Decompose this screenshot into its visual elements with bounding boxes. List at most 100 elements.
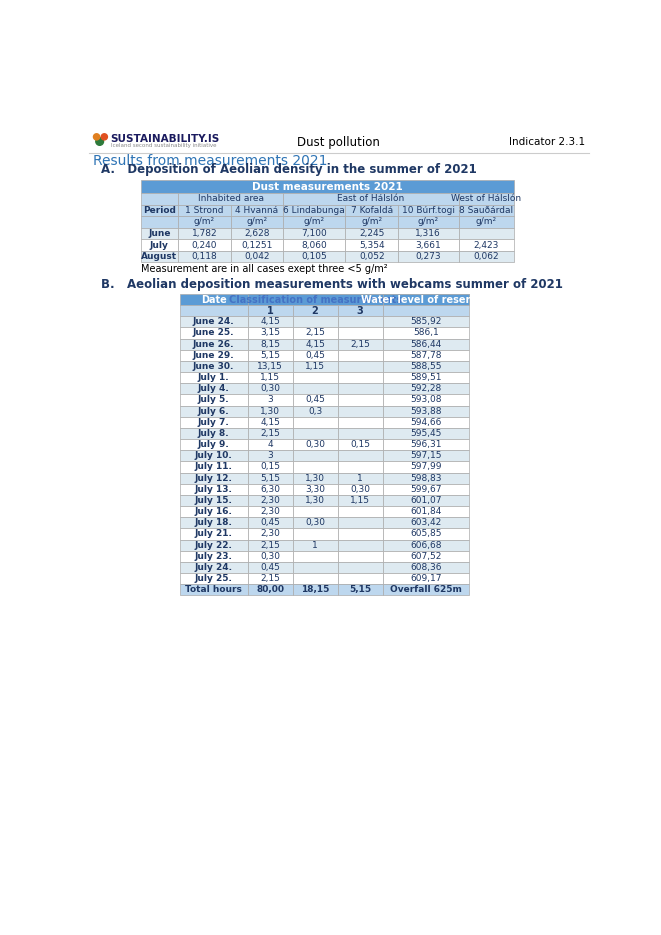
Bar: [180, 461, 248, 472]
Bar: [338, 551, 383, 562]
Text: 2,15: 2,15: [350, 339, 370, 349]
Bar: [178, 205, 231, 216]
Text: July 1.: July 1.: [198, 373, 229, 382]
Text: 2,628: 2,628: [245, 229, 270, 238]
Text: g/m²: g/m²: [476, 218, 497, 226]
Bar: [398, 239, 459, 251]
Bar: [345, 239, 398, 251]
Bar: [293, 316, 338, 327]
Bar: [383, 406, 469, 417]
Bar: [459, 251, 514, 263]
Bar: [338, 417, 383, 428]
Bar: [248, 428, 293, 439]
Text: g/m²: g/m²: [361, 218, 382, 226]
Text: 1,15: 1,15: [260, 373, 280, 382]
Text: July 25.: July 25.: [194, 574, 233, 583]
Bar: [293, 395, 338, 406]
Bar: [383, 506, 469, 517]
Text: 5,15: 5,15: [260, 351, 280, 360]
Text: 2,15: 2,15: [305, 328, 325, 338]
Text: July 6.: July 6.: [198, 407, 229, 416]
Bar: [383, 417, 469, 428]
Bar: [248, 584, 293, 596]
Text: 606,68: 606,68: [410, 540, 442, 550]
Text: 1,782: 1,782: [192, 229, 217, 238]
Text: 2,245: 2,245: [359, 229, 385, 238]
Bar: [248, 451, 293, 461]
Bar: [338, 584, 383, 596]
Bar: [383, 562, 469, 573]
Bar: [383, 383, 469, 395]
Text: West of Hálslón: West of Hálslón: [451, 194, 522, 203]
Circle shape: [96, 137, 104, 145]
Text: August: August: [141, 252, 177, 261]
Text: 8,15: 8,15: [260, 339, 280, 349]
Bar: [383, 361, 469, 372]
Text: 596,31: 596,31: [410, 440, 442, 449]
Text: 1,30: 1,30: [260, 407, 280, 416]
Bar: [141, 216, 178, 228]
Bar: [180, 584, 248, 596]
Bar: [248, 305, 293, 316]
Text: 1,30: 1,30: [305, 496, 325, 505]
Bar: [383, 551, 469, 562]
Bar: [293, 439, 338, 451]
Bar: [180, 506, 248, 517]
Bar: [383, 495, 469, 506]
Bar: [248, 472, 293, 483]
Bar: [231, 205, 284, 216]
Bar: [293, 428, 338, 439]
Bar: [231, 228, 284, 239]
Bar: [284, 251, 345, 263]
Text: June 29.: June 29.: [193, 351, 235, 360]
Text: 603,42: 603,42: [410, 518, 442, 527]
Text: 0,30: 0,30: [350, 485, 370, 494]
Text: East of Hálslón: East of Hálslón: [337, 194, 405, 203]
Text: July 4.: July 4.: [198, 384, 229, 394]
Bar: [180, 551, 248, 562]
Bar: [180, 372, 248, 383]
Text: Indicator 2.3.1: Indicator 2.3.1: [509, 137, 585, 147]
Text: 2,30: 2,30: [260, 496, 280, 505]
Bar: [293, 305, 338, 316]
Bar: [178, 216, 231, 228]
Text: 0,052: 0,052: [359, 252, 385, 261]
Text: 1,15: 1,15: [305, 362, 325, 371]
Bar: [248, 495, 293, 506]
Text: 2,15: 2,15: [260, 574, 280, 583]
Text: 0,15: 0,15: [350, 440, 370, 449]
Bar: [345, 228, 398, 239]
Text: 605,85: 605,85: [410, 529, 442, 539]
Bar: [180, 562, 248, 573]
Bar: [338, 495, 383, 506]
Bar: [284, 239, 345, 251]
Bar: [180, 539, 248, 551]
Bar: [338, 395, 383, 406]
Text: 601,84: 601,84: [410, 507, 442, 516]
Text: 3,15: 3,15: [260, 328, 280, 338]
Text: 2,30: 2,30: [260, 507, 280, 516]
Bar: [180, 406, 248, 417]
Text: 597,99: 597,99: [410, 463, 442, 471]
Text: 586,44: 586,44: [410, 339, 442, 349]
Bar: [383, 461, 469, 472]
Bar: [338, 361, 383, 372]
Text: June 24.: June 24.: [193, 317, 235, 326]
Text: 597,15: 597,15: [410, 452, 442, 460]
Bar: [248, 294, 383, 305]
Bar: [248, 361, 293, 372]
Text: 6 Lindabunga: 6 Lindabunga: [284, 206, 345, 215]
Bar: [293, 584, 338, 596]
Bar: [231, 239, 284, 251]
Text: 2: 2: [312, 306, 319, 316]
Bar: [398, 228, 459, 239]
Bar: [293, 539, 338, 551]
Bar: [248, 327, 293, 338]
Bar: [180, 350, 248, 361]
Bar: [248, 551, 293, 562]
Text: 13,15: 13,15: [257, 362, 283, 371]
Bar: [178, 193, 284, 205]
Bar: [345, 205, 398, 216]
Text: July 18.: July 18.: [194, 518, 233, 527]
Bar: [383, 294, 469, 305]
